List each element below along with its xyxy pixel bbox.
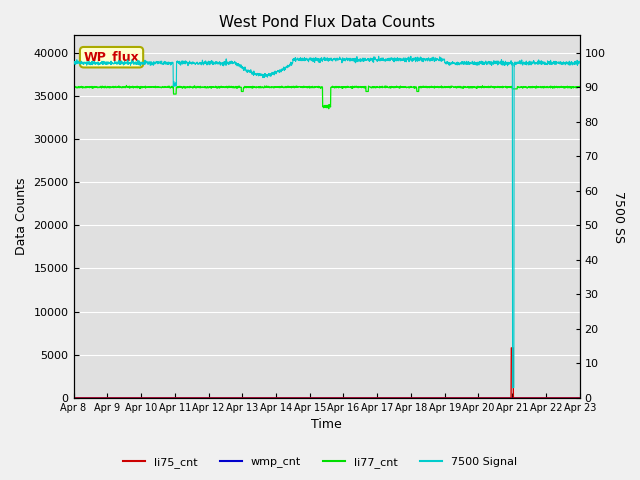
X-axis label: Time: Time: [311, 419, 342, 432]
Text: WP_flux: WP_flux: [84, 51, 140, 64]
Title: West Pond Flux Data Counts: West Pond Flux Data Counts: [218, 15, 435, 30]
Y-axis label: Data Counts: Data Counts: [15, 178, 28, 255]
Legend: li75_cnt, wmp_cnt, li77_cnt, 7500 Signal: li75_cnt, wmp_cnt, li77_cnt, 7500 Signal: [118, 452, 522, 472]
Y-axis label: 7500 SS: 7500 SS: [612, 191, 625, 243]
